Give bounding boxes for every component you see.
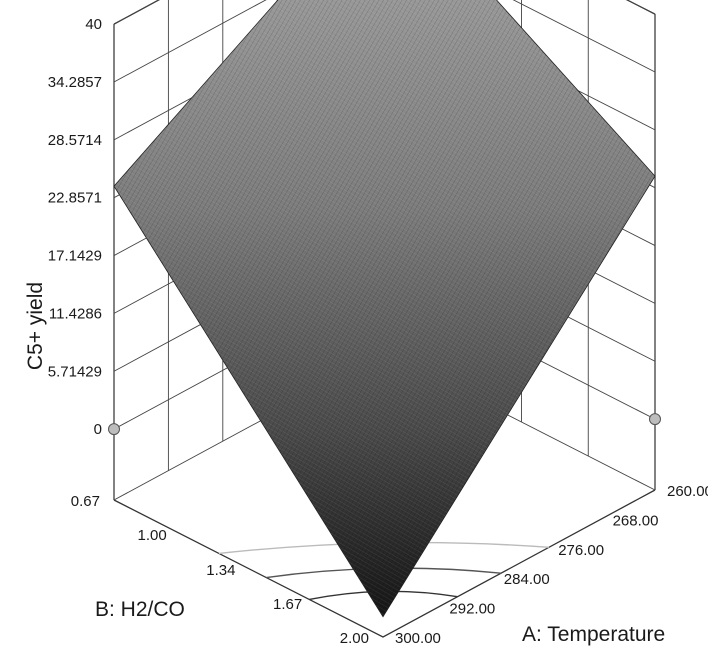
y-tick-label: 1.00: [138, 527, 167, 544]
x-tick-label: 260.00: [667, 483, 708, 500]
design-points: [108, 413, 661, 436]
x-tick-label: 300.00: [395, 630, 441, 647]
z-tick-label: 17.1429: [48, 248, 102, 265]
z-tick-label: 0: [94, 421, 102, 438]
z-tick-label: 22.8571: [48, 190, 102, 207]
x-tick-label: 268.00: [613, 512, 659, 529]
z-tick-label: 28.5714: [48, 132, 102, 149]
tick-labels: 0 5.71429 11.4286 17.1429 22.8571 28.5714 34.2…: [48, 16, 708, 647]
surface-mesh: [114, 0, 655, 617]
y-tick-label: 0.67: [71, 493, 100, 510]
z-tick-label: 40: [85, 16, 102, 33]
z-tick-label: 11.4286: [49, 305, 102, 322]
z-tick-label: 5.71429: [48, 363, 102, 380]
y-tick-label: 1.34: [206, 562, 235, 579]
frame-edge: [113, 489, 656, 638]
y-tick-label: 1.67: [273, 596, 302, 613]
z-tick-label: 34.2857: [48, 74, 102, 91]
x-tick-label: 292.00: [449, 601, 495, 618]
z-axis-title: C5+ yield: [24, 282, 47, 370]
response-surface: [113, 0, 656, 618]
x-tick-label: 276.00: [558, 542, 604, 559]
y-tick-label: 2.00: [340, 630, 369, 647]
y-axis-title: B: H2/CO: [95, 598, 185, 621]
design-point: [108, 423, 120, 436]
x-tick-label: 284.00: [504, 571, 550, 588]
x-axis-title: A: Temperature: [522, 623, 665, 646]
wall-gridline: [113, 0, 656, 83]
design-point: [649, 413, 661, 426]
